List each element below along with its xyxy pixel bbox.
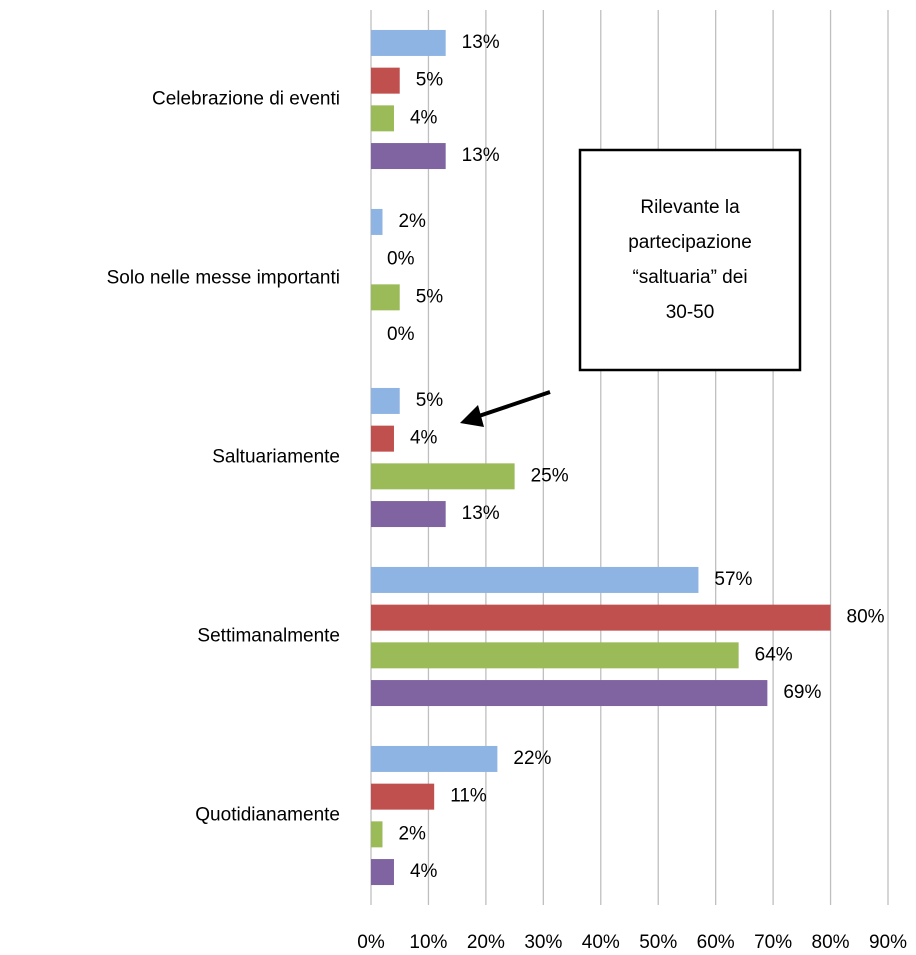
data-label: 64% [755, 644, 793, 665]
bar [371, 463, 515, 490]
data-label: 0% [387, 324, 415, 345]
category-label: Solo nelle messe importanti [107, 268, 340, 289]
bar [371, 501, 446, 528]
data-label: 57% [714, 569, 752, 590]
data-label: 69% [783, 682, 821, 703]
category-label: Celebrazione di eventi [152, 89, 340, 110]
bar [371, 208, 383, 235]
data-label: 25% [531, 465, 569, 486]
data-label: 4% [410, 107, 438, 128]
category-label: Quotidianamente [195, 805, 340, 826]
bar [371, 105, 394, 132]
bar [371, 859, 394, 886]
x-tick-label: 90% [869, 932, 907, 953]
annotation-arrow [460, 390, 551, 427]
data-label: 13% [462, 32, 500, 53]
bar [371, 284, 400, 311]
category-label: Saltuariamente [212, 447, 340, 468]
data-label: 5% [416, 390, 444, 411]
x-tick-label: 50% [639, 932, 677, 953]
bar [371, 745, 498, 772]
data-label: 2% [398, 211, 426, 232]
bar [371, 680, 768, 707]
bar [371, 425, 394, 452]
bar [371, 642, 739, 669]
category-label: Settimanalmente [197, 626, 340, 647]
annotation-box [578, 148, 802, 372]
x-tick-label: 60% [697, 932, 735, 953]
data-label: 4% [410, 861, 438, 882]
annotation-text: Rilevante la [640, 197, 740, 218]
x-tick-label: 40% [582, 932, 620, 953]
bar [371, 783, 435, 810]
data-label: 5% [416, 286, 444, 307]
data-label: 0% [387, 249, 415, 270]
bar [371, 387, 400, 414]
bar [371, 29, 446, 56]
data-label: 11% [450, 786, 487, 807]
bar [371, 67, 400, 94]
data-label: 2% [398, 823, 426, 844]
annotation-text: partecipazione [628, 232, 752, 253]
bar [371, 604, 831, 631]
data-label: 13% [462, 145, 500, 166]
data-label: 22% [513, 748, 551, 769]
x-tick-label: 70% [754, 932, 792, 953]
x-tick-label: 10% [409, 932, 447, 953]
data-label: 13% [462, 503, 500, 524]
x-tick-label: 0% [357, 932, 385, 953]
bar [371, 821, 383, 848]
data-label: 4% [410, 428, 438, 449]
bar [371, 566, 699, 593]
x-tick-label: 30% [524, 932, 562, 953]
annotation-text: 30-50 [666, 302, 715, 323]
annotation-text: “saltuaria” dei [632, 267, 747, 288]
bar [371, 143, 446, 170]
data-label: 80% [847, 607, 885, 628]
data-label: 5% [416, 70, 444, 91]
x-tick-label: 80% [812, 932, 850, 953]
x-tick-label: 20% [467, 932, 505, 953]
